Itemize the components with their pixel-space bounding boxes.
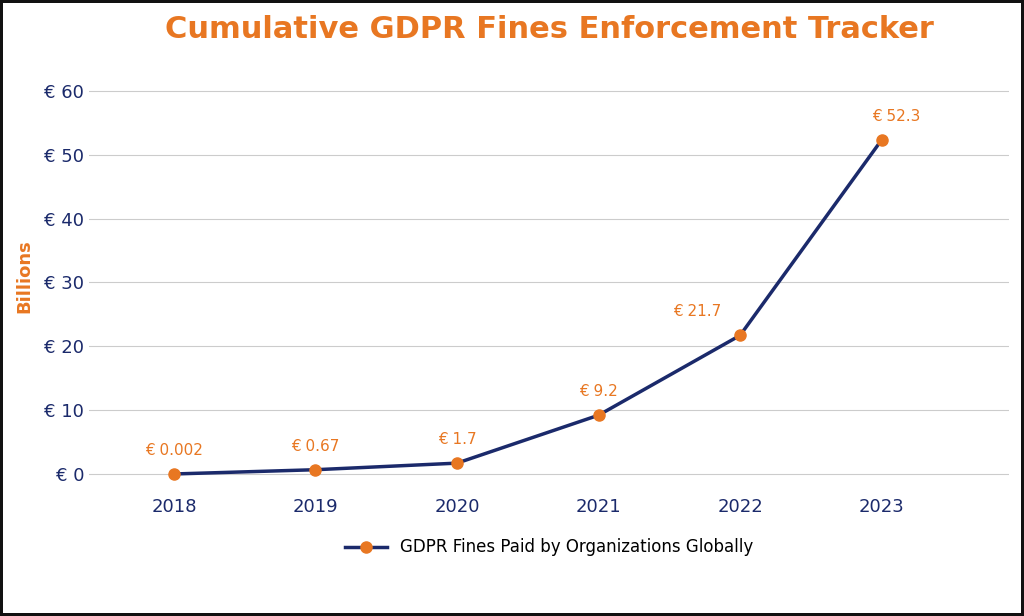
Title: Cumulative GDPR Fines Enforcement Tracker: Cumulative GDPR Fines Enforcement Tracke…	[165, 15, 934, 44]
Point	[873, 135, 890, 145]
Text: € 1.7: € 1.7	[437, 432, 476, 447]
Point	[166, 469, 182, 479]
Text: € 21.7: € 21.7	[674, 304, 722, 320]
Text: € 0.002: € 0.002	[145, 443, 203, 458]
Text: € 9.2: € 9.2	[580, 384, 617, 399]
Point	[307, 465, 324, 475]
Point	[449, 458, 465, 468]
Legend: GDPR Fines Paid by Organizations Globally: GDPR Fines Paid by Organizations Globall…	[338, 532, 760, 563]
Y-axis label: Billions: Billions	[15, 239, 33, 313]
Text: € 52.3: € 52.3	[871, 109, 920, 124]
Point	[732, 330, 749, 340]
Text: € 0.67: € 0.67	[291, 439, 340, 454]
Point	[590, 410, 606, 420]
